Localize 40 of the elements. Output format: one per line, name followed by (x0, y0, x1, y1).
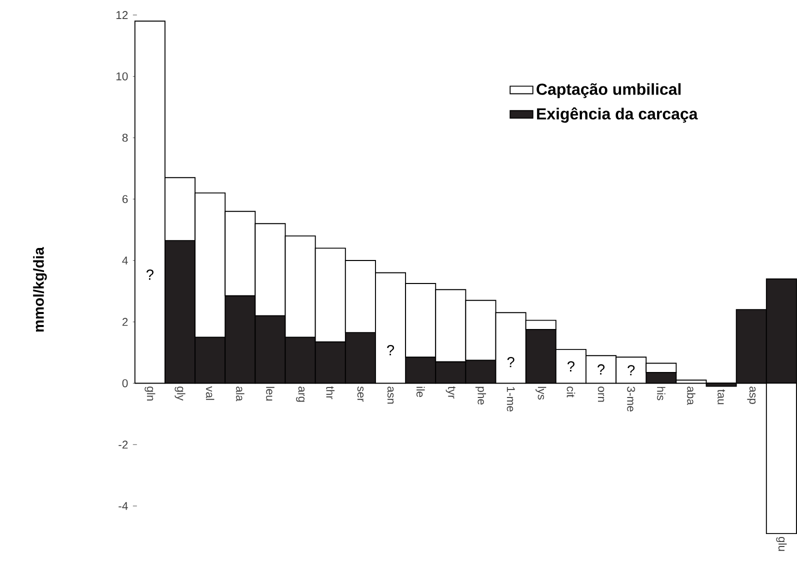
y-tick-label: -2 (118, 440, 128, 449)
x-tick-label: thr (326, 386, 335, 400)
annotation: ? (598, 364, 605, 375)
x-tick-label: aba (687, 386, 696, 406)
x-tick-label: leu (266, 387, 274, 401)
annotation: ? (567, 361, 574, 372)
y-tick-label: 4 (122, 256, 128, 265)
y-tick-label: 8 (122, 134, 128, 142)
annotation: ? (628, 365, 635, 376)
x-tick-label: glu (776, 537, 787, 552)
y-tick-label: -4 (118, 502, 128, 510)
x-tick-label: ala (236, 386, 244, 402)
x-tick-label: gly (174, 386, 186, 401)
x-tick-label: asp (747, 386, 756, 404)
legend-label: Captação umbilical (536, 83, 681, 98)
y-axis-title: mmol/kg/dia (33, 247, 47, 332)
x-tick-label: ile (416, 387, 425, 398)
annotation: ? (507, 357, 514, 368)
x-tick-label: ser (357, 386, 364, 402)
y-tick-label: 0 (122, 379, 128, 388)
x-tick-label: tyr (446, 386, 456, 399)
x-tick-label: 1-me (506, 387, 515, 412)
x-tick-label: 3-me (627, 386, 636, 412)
x-tick-label: gln (144, 386, 156, 401)
x-tick-label: his (657, 387, 666, 400)
y-tick-label: 10 (116, 72, 128, 81)
x-tick-label: asn (387, 386, 394, 404)
x-tick-label: tau (718, 390, 726, 404)
x-tick-label: phe (475, 387, 486, 405)
x-tick-label: lys (536, 387, 546, 400)
x-tick-label: orn (598, 386, 604, 402)
y-tick-label: 6 (122, 195, 128, 204)
x-tick-label: val (206, 386, 214, 400)
annotation: ? (387, 345, 394, 356)
y-tick-label: 12 (116, 11, 128, 20)
y-tick-label: 2 (122, 318, 128, 326)
legend-label: Exigência da carcaça (537, 108, 698, 123)
x-tick-label: arg (296, 386, 305, 402)
annotation: ? (146, 270, 154, 280)
x-tick-label: cit (566, 386, 576, 398)
